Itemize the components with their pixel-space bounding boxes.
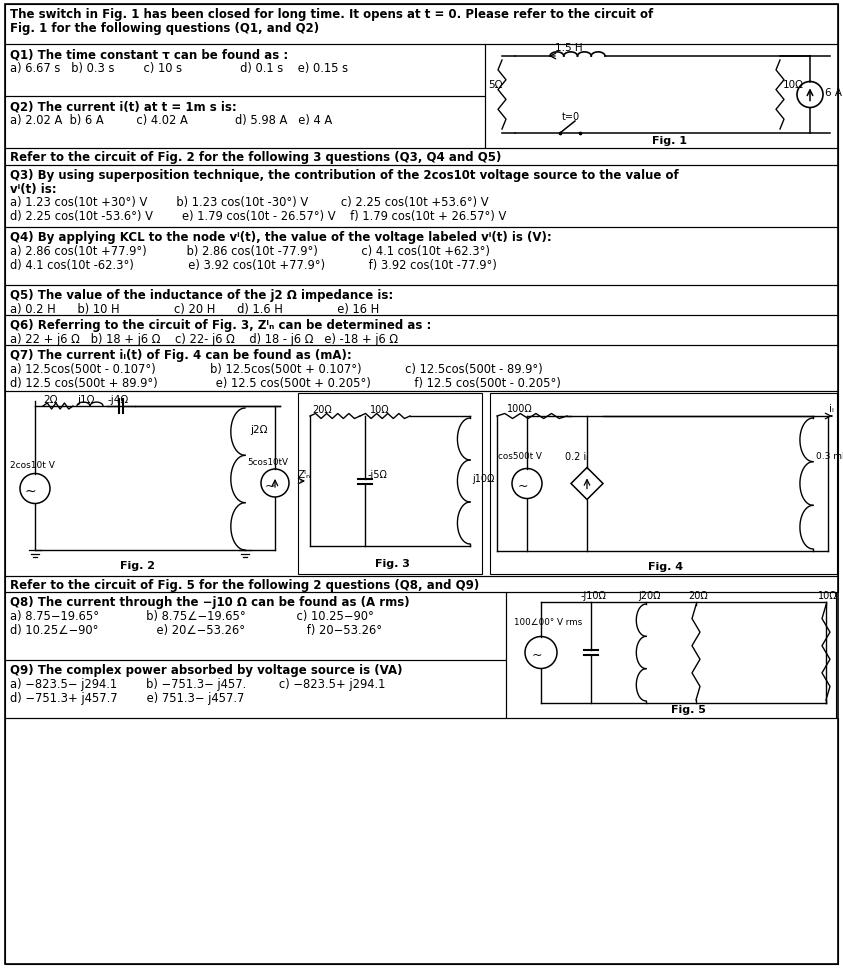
Text: Fig. 4: Fig. 4 [647,561,683,572]
Text: Q8) The current through the −j10 Ω can be found as (A rms): Q8) The current through the −j10 Ω can b… [10,595,410,609]
Bar [5,45,485,97]
Text: 5Ω: 5Ω [488,79,502,89]
Bar [490,393,837,575]
Text: a) 2.02 A  b) 6 A         c) 4.02 A             d) 5.98 A   e) 4 A: a) 2.02 A b) 6 A c) 4.02 A d) 5.98 A e) … [10,114,332,127]
Text: a) 6.67 s   b) 0.3 s        c) 10 s                d) 0.1 s    e) 0.15 s: a) 6.67 s b) 0.3 s c) 10 s d) 0.1 s e) 0… [10,62,348,75]
Text: Zᴵₙ: Zᴵₙ [298,470,311,480]
Text: j1Ω: j1Ω [77,394,94,405]
Text: d) 10.25∠−90°                e) 20∠−53.26°                 f) 20−53.26°: d) 10.25∠−90° e) 20∠−53.26° f) 20−53.26° [10,623,382,637]
Bar [5,286,838,316]
Text: a) 12.5cos(500t - 0.107°)               b) 12.5cos(500t + 0.107°)            c) : a) 12.5cos(500t - 0.107°) b) 12.5cos(500… [10,362,543,376]
Text: iₗ: iₗ [829,403,834,414]
Text: 100∠00° V rms: 100∠00° V rms [514,618,583,627]
Text: -j10Ω: -j10Ω [581,590,607,601]
Text: j2Ω: j2Ω [250,424,267,434]
Bar [5,149,838,166]
Text: Q2) The current i(t) at t = 1m s is:: Q2) The current i(t) at t = 1m s is: [10,100,237,112]
Text: Q1) The time constant τ can be found as :: Q1) The time constant τ can be found as … [10,47,288,61]
Text: ~: ~ [532,648,542,661]
Text: Q6) Referring to the circuit of Fig. 3, Zᴵₙ can be determined as :: Q6) Referring to the circuit of Fig. 3, … [10,319,432,331]
Bar [5,228,838,286]
Text: Q9) The complex power absorbed by voltage source is (VA): Q9) The complex power absorbed by voltag… [10,664,402,676]
Bar [485,45,838,149]
Text: Q5) The value of the inductance of the j2 Ω impedance is:: Q5) The value of the inductance of the j… [10,289,393,301]
Bar [5,316,838,346]
Bar [5,391,838,577]
Text: a) −823.5− j294.1        b) −751.3− j457.         c) −823.5+ j294.1: a) −823.5− j294.1 b) −751.3− j457. c) −8… [10,677,385,690]
Text: The switch in Fig. 1 has been closed for long time. It opens at t = 0. Please re: The switch in Fig. 1 has been closed for… [10,8,653,21]
Text: Fig. 5: Fig. 5 [671,704,706,714]
Bar [5,97,485,149]
Text: Refer to the circuit of Fig. 5 for the following 2 questions (Q8, and Q9): Refer to the circuit of Fig. 5 for the f… [10,578,480,591]
Text: cos500t V: cos500t V [498,452,542,461]
Text: d) 12.5 cos(500t + 89.9°)                e) 12.5 cos(500t + 0.205°)            f: d) 12.5 cos(500t + 89.9°) e) 12.5 cos(50… [10,377,561,390]
Text: 10Ω: 10Ω [370,405,389,415]
Text: Fig. 2: Fig. 2 [120,560,155,571]
Text: 5cos10tV: 5cos10tV [247,457,288,466]
Bar [5,5,838,45]
Text: Q7) The current iₗ(t) of Fig. 4 can be found as (mA):: Q7) The current iₗ(t) of Fig. 4 can be f… [10,349,352,361]
Text: 6 A: 6 A [825,88,842,99]
Text: 2cos10t V: 2cos10t V [10,461,55,470]
Text: Q3) By using superposition technique, the contribution of the 2cos10t voltage so: Q3) By using superposition technique, th… [10,169,679,182]
Text: Fig. 1: Fig. 1 [652,136,688,146]
Bar [5,346,838,391]
Text: 10Ω: 10Ω [783,79,804,89]
Text: Refer to the circuit of Fig. 2 for the following 3 questions (Q3, Q4 and Q5): Refer to the circuit of Fig. 2 for the f… [10,151,502,164]
Text: 20Ω: 20Ω [312,405,332,415]
Text: Fig. 3: Fig. 3 [375,558,410,569]
Bar [5,166,838,228]
Text: j10Ω: j10Ω [472,474,494,484]
Text: j20Ω: j20Ω [638,590,661,601]
Bar [5,592,506,660]
Text: 0.3 mH: 0.3 mH [816,452,843,461]
Text: 2Ω: 2Ω [43,394,57,405]
Text: a) 1.23 cos(10t +30°) V        b) 1.23 cos(10t -30°) V         c) 2.25 cos(10t +: a) 1.23 cos(10t +30°) V b) 1.23 cos(10t … [10,196,489,208]
Text: -j5Ω: -j5Ω [368,470,388,480]
Text: d) 2.25 cos(10t -53.6°) V        e) 1.79 cos(10t - 26.57°) V    f) 1.79 cos(10t : d) 2.25 cos(10t -53.6°) V e) 1.79 cos(10… [10,209,507,223]
Text: ~: ~ [518,480,529,492]
Text: 10Ω: 10Ω [818,590,838,601]
Bar [5,660,506,718]
Text: t=0: t=0 [562,111,580,122]
Text: d) −751.3+ j457.7        e) 751.3− j457.7: d) −751.3+ j457.7 e) 751.3− j457.7 [10,691,244,704]
Bar [506,592,836,718]
Text: d) 4.1 cos(10t -62.3°)               e) 3.92 cos(10t +77.9°)            f) 3.92 : d) 4.1 cos(10t -62.3°) e) 3.92 cos(10t +… [10,259,497,271]
Text: 100Ω: 100Ω [507,403,533,414]
Text: Fig. 1 for the following questions (Q1, and Q2): Fig. 1 for the following questions (Q1, … [10,22,319,35]
Text: Q4) By applying KCL to the node vⁱ(t), the value of the voltage labeled vⁱ(t) is: Q4) By applying KCL to the node vⁱ(t), t… [10,231,552,244]
Text: vⁱ(t) is:: vⁱ(t) is: [10,183,56,196]
Text: a) 2.86 cos(10t +77.9°)           b) 2.86 cos(10t -77.9°)            c) 4.1 cos(: a) 2.86 cos(10t +77.9°) b) 2.86 cos(10t … [10,245,490,258]
Text: -j4Ω: -j4Ω [107,394,128,405]
Text: 20Ω: 20Ω [688,590,708,601]
Text: a) 0.2 H      b) 10 H               c) 20 H      d) 1.6 H               e) 16 H: a) 0.2 H b) 10 H c) 20 H d) 1.6 H e) 16 … [10,302,379,316]
Text: a) 22 + j6 Ω   b) 18 + j6 Ω    c) 22- j6 Ω    d) 18 - j6 Ω   e) -18 + j6 Ω: a) 22 + j6 Ω b) 18 + j6 Ω c) 22- j6 Ω d)… [10,332,398,346]
Text: ~: ~ [265,479,276,492]
Bar [298,393,482,575]
Bar [5,718,838,964]
Text: a) 8.75−19.65°             b) 8.75∠−19.65°              c) 10.25−90°: a) 8.75−19.65° b) 8.75∠−19.65° c) 10.25−… [10,610,374,622]
Text: 0.2 iₗ: 0.2 iₗ [565,452,588,462]
Text: ~: ~ [24,484,35,498]
Bar [5,577,838,592]
Text: 1.5 H: 1.5 H [555,43,583,53]
